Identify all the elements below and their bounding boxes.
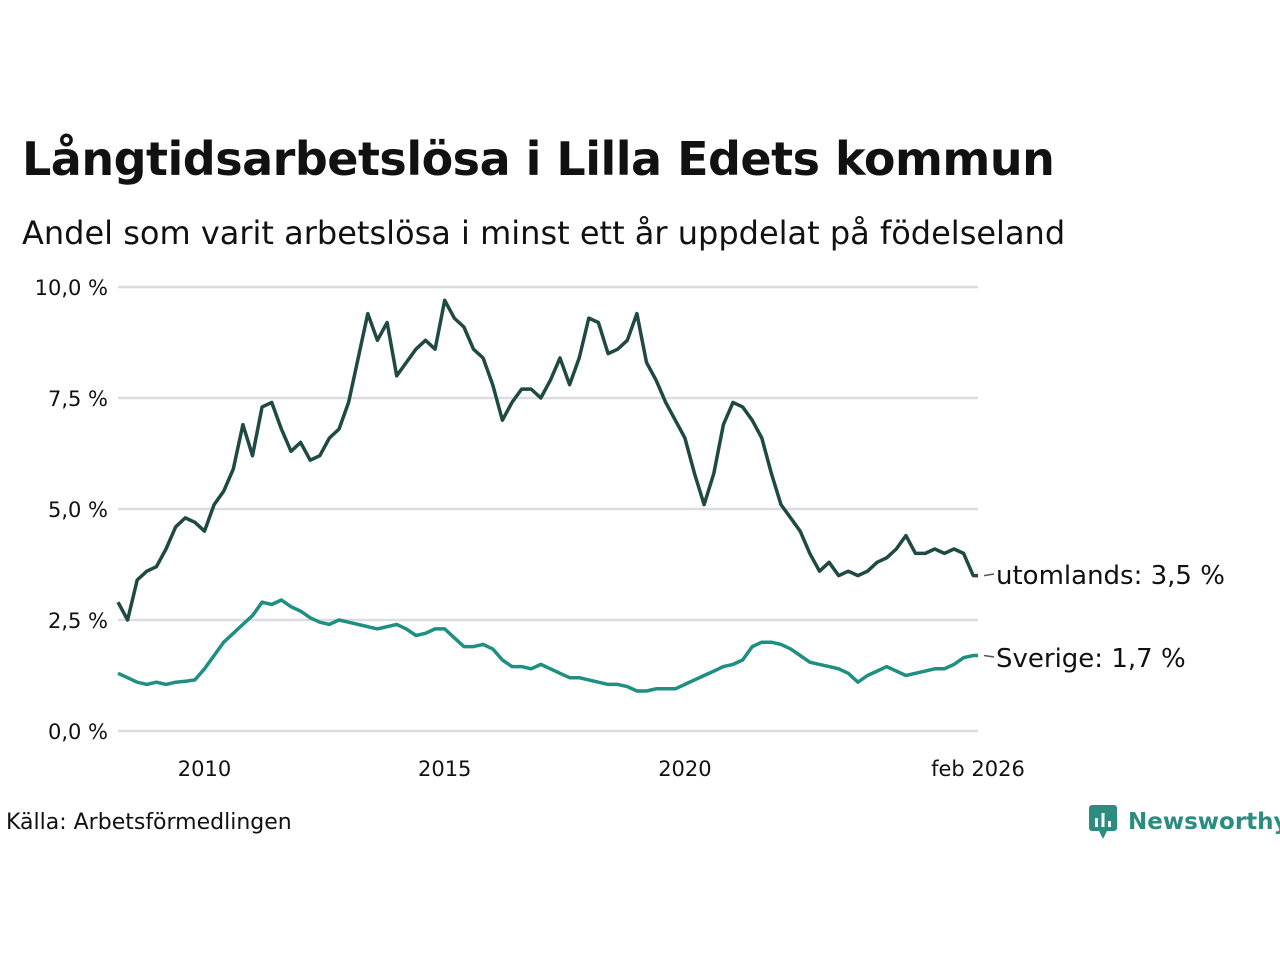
end-label-connector: [983, 573, 995, 577]
series-line-sverige: [117, 598, 978, 693]
end-label-sverige: Sverige: 1,7 %: [996, 644, 1186, 674]
series-lines: [116, 298, 978, 693]
y-tick-label: 2,5 %: [48, 609, 108, 633]
y-tick-label: 5,0 %: [48, 498, 108, 522]
y-tick-label: 0,0 %: [48, 720, 108, 744]
series-line-utomlands: [116, 298, 978, 622]
gridlines: [118, 285, 978, 733]
chart-subtitle: Andel som varit arbetslösa i minst ett å…: [22, 214, 1066, 252]
x-tick-label: 2015: [418, 757, 471, 781]
source-note: Källa: Arbetsförmedlingen: [6, 810, 292, 835]
x-tick-label: feb 2026: [931, 757, 1025, 781]
y-tick-label: 7,5 %: [48, 387, 108, 411]
newsworthy-logo-icon: [1089, 805, 1117, 839]
end-label-utomlands: utomlands: 3,5 %: [996, 561, 1225, 591]
y-axis-ticks: 0,0 % 2,5 % 5,0 % 7,5 % 10,0 %: [35, 276, 108, 744]
chart-title: Långtidsarbetslösa i Lilla Edets kommun: [22, 132, 1055, 186]
brand-logo[interactable]: Newsworthy: [1088, 804, 1280, 840]
y-tick-label: 10,0 %: [35, 276, 108, 300]
brand-name: Newsworthy: [1128, 809, 1280, 835]
series-end-labels: utomlands: 3,5 % Sverige: 1,7 %: [983, 561, 1225, 674]
x-tick-label: 2010: [178, 757, 231, 781]
x-tick-label: 2020: [658, 757, 711, 781]
x-axis-ticks: 2010 2015 2020 feb 2026: [178, 757, 1025, 781]
end-label-connector: [983, 654, 995, 658]
